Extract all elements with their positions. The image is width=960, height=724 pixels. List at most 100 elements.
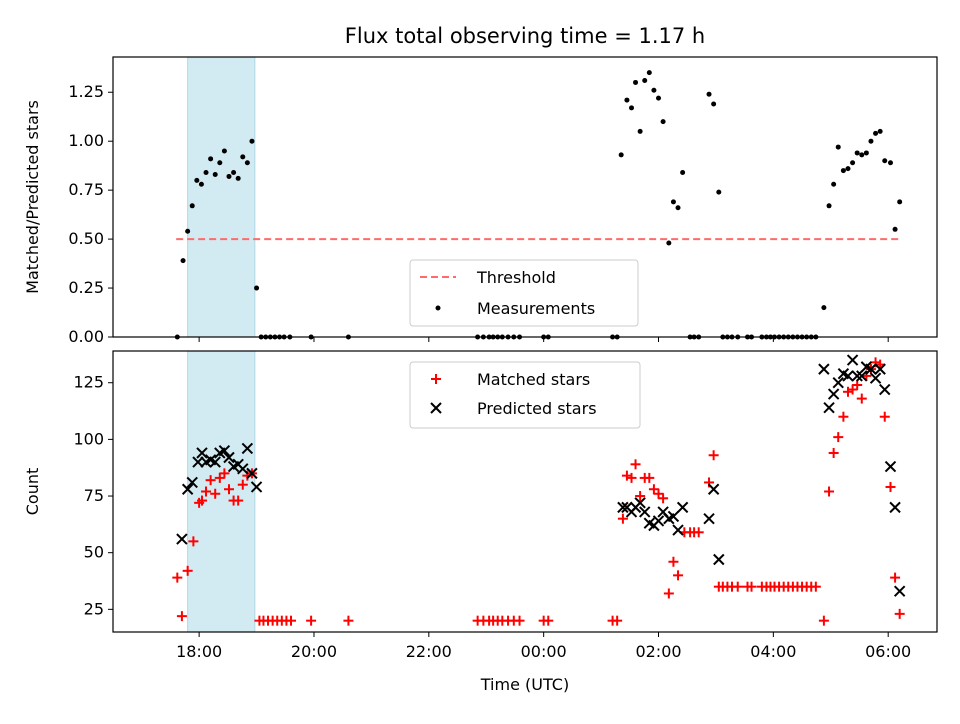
measurement-point [189, 203, 195, 209]
matched-star-point [644, 472, 655, 483]
matched-star-point [828, 447, 839, 458]
measurement-point [212, 171, 218, 177]
matched-star-point [176, 611, 187, 622]
matched-star-point [668, 556, 679, 567]
measurement-point [194, 177, 200, 183]
measurement-point [646, 70, 652, 76]
matched-star-point [847, 384, 858, 395]
predicted-star-point [218, 445, 231, 457]
matched-star-point [879, 411, 890, 422]
predicted-star-point [676, 501, 689, 514]
predicted-star-point [851, 370, 863, 382]
measurement-point [877, 128, 883, 134]
x-tick-label: 20:00 [291, 642, 337, 661]
predicted-star-point [639, 506, 651, 518]
measurement-point [666, 240, 672, 246]
matched-star-point [306, 615, 317, 626]
matched-star-point [182, 565, 193, 576]
measurement-point [863, 150, 869, 156]
predicted-star-point [209, 456, 221, 468]
predicted-star-point [617, 501, 629, 514]
y-tick-label: 0.00 [68, 327, 104, 346]
matched-star-point [818, 615, 829, 626]
predicted-star-point [846, 354, 859, 366]
predicted-star-point [827, 388, 840, 400]
predicted-star-point [869, 372, 882, 384]
predicted-star-point [879, 383, 891, 396]
measurement-point [711, 101, 717, 107]
x-tick-label: 02:00 [635, 642, 681, 661]
measurement-point [882, 158, 888, 164]
measurement-point [185, 228, 191, 234]
matched-star-point [732, 581, 743, 592]
matched-star-point [890, 572, 901, 583]
measurement-point [656, 95, 662, 101]
predicted-star-point [823, 401, 835, 414]
matched-star-point [663, 588, 674, 599]
matched-star-point [746, 581, 757, 592]
measurement-point [226, 173, 232, 179]
measurement-point [642, 77, 648, 83]
measurement-point [706, 91, 712, 97]
top-panel: 0.00 0.25 0.50 0.75 1.00 1.25 Matched/Predict… [23, 56, 938, 346]
measurement-point [873, 130, 879, 136]
matched-star-point [810, 581, 821, 592]
matched-star-point [612, 615, 623, 626]
matched-star-point [219, 468, 230, 479]
legend-measurement-swatch [435, 305, 441, 311]
y-tick-label: 50 [84, 543, 104, 562]
measurement-point [618, 152, 624, 158]
matched-star-point [856, 393, 867, 404]
x-tick-label: 22:00 [406, 642, 452, 661]
x-axis-label: Time (UTC) [480, 675, 569, 694]
matched-star-point [885, 481, 896, 492]
matched-star-point [188, 536, 199, 547]
measurement-point [198, 181, 204, 187]
measurement-point [221, 148, 227, 154]
matched-star-point [210, 488, 221, 499]
measurement-point [180, 258, 186, 264]
measurement-point [716, 189, 722, 195]
bottom-x-ticks: 18:00 20:00 22:00 00:00 02:00 04:00 06:00 [176, 632, 911, 661]
measurement-point [897, 199, 903, 205]
measurement-point [845, 166, 851, 172]
predicted-star-point [667, 510, 680, 523]
shaded-band [187, 350, 256, 633]
measurement-point [831, 181, 837, 187]
predicted-star-point [250, 481, 263, 493]
predicted-star-point [842, 370, 854, 382]
measurement-point [892, 226, 898, 232]
matched-star-point [214, 472, 225, 483]
y-tick-label: 0.50 [68, 229, 104, 248]
predicted-star-point [889, 501, 901, 514]
predicted-star-point [634, 497, 646, 509]
measurement-point [868, 138, 874, 144]
bottom-plot-frame [112, 350, 938, 633]
predicted-star-point [246, 467, 258, 480]
measurement-point [244, 160, 250, 166]
measurement-point [859, 152, 865, 158]
measurement-point [254, 285, 260, 291]
matched-star-point [201, 486, 212, 497]
measurement-point [835, 144, 841, 150]
matched-star-point [842, 386, 853, 397]
predicted-star-point [237, 463, 249, 475]
measurement-point [821, 305, 827, 311]
matched-star-point [233, 495, 244, 506]
bottom-legend: Matched stars Predicted stars [409, 361, 641, 429]
measurement-point [854, 150, 860, 156]
top-shaded-region [187, 56, 256, 338]
matched-star-point [708, 450, 719, 461]
top-legend: Threshold Measurements [409, 259, 639, 327]
legend-matched-swatch [431, 374, 441, 384]
matched-star-point [197, 495, 208, 506]
matched-star-point [617, 513, 628, 524]
predicted-star-point [672, 524, 684, 536]
measurement-point [840, 168, 846, 174]
measurement-point [231, 170, 237, 176]
x-tick-label: 18:00 [176, 642, 222, 661]
bottom-panel: 25 50 75 100 125 18:00 20:00 22:00 00:00 02:00 04… [23, 350, 938, 694]
measurement-point [670, 199, 676, 205]
x-tick-label: 06:00 [865, 642, 911, 661]
top-y-axis-label: Matched/Predicted stars [23, 100, 42, 294]
